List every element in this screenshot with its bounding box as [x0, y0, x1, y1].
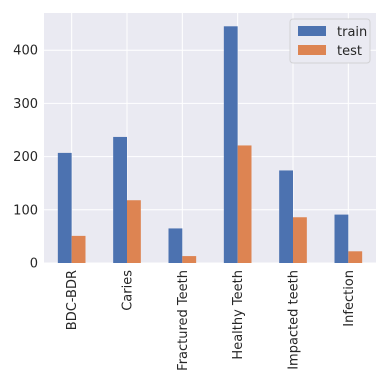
x-tick-label: Infection: [342, 270, 357, 327]
x-tick-label: Impacted teeth: [287, 270, 302, 370]
y-tick-label: 400: [13, 44, 38, 59]
bar-test-2: [182, 256, 197, 263]
y-tick-label: 0: [30, 257, 38, 272]
bar-test-4: [293, 217, 307, 263]
legend-label-test: test: [337, 44, 362, 59]
bar-train-3: [223, 26, 238, 264]
y-tick-label: 100: [13, 203, 38, 218]
bar-train-1: [113, 136, 127, 263]
x-tick-label: Fractured Teeth: [176, 270, 191, 371]
y-axis-ticks: 0 100 200 300 400: [13, 44, 38, 272]
legend-swatch-train: [298, 26, 326, 36]
bar-test-5: [348, 251, 363, 263]
bar-test-0: [71, 235, 86, 263]
y-tick-label: 200: [13, 150, 38, 165]
legend-label-train: train: [337, 25, 367, 40]
bar-train-5: [334, 214, 349, 263]
bars: [57, 26, 363, 264]
x-tick-label: Caries: [121, 270, 136, 311]
y-tick-label: 300: [13, 97, 38, 112]
x-axis-ticks: BDC-BDR Caries Fractured Teeth Healthy Teet…: [65, 270, 357, 371]
bar-train-2: [168, 228, 183, 263]
bar-train-0: [57, 152, 72, 263]
bar-train-4: [279, 170, 293, 263]
x-tick-label: BDC-BDR: [65, 270, 80, 330]
legend-swatch-test: [298, 45, 326, 55]
legend: train test: [289, 18, 371, 64]
bar-test-1: [127, 200, 141, 263]
bar-test-3: [237, 145, 252, 263]
x-tick-label: Healthy Teeth: [231, 270, 246, 360]
